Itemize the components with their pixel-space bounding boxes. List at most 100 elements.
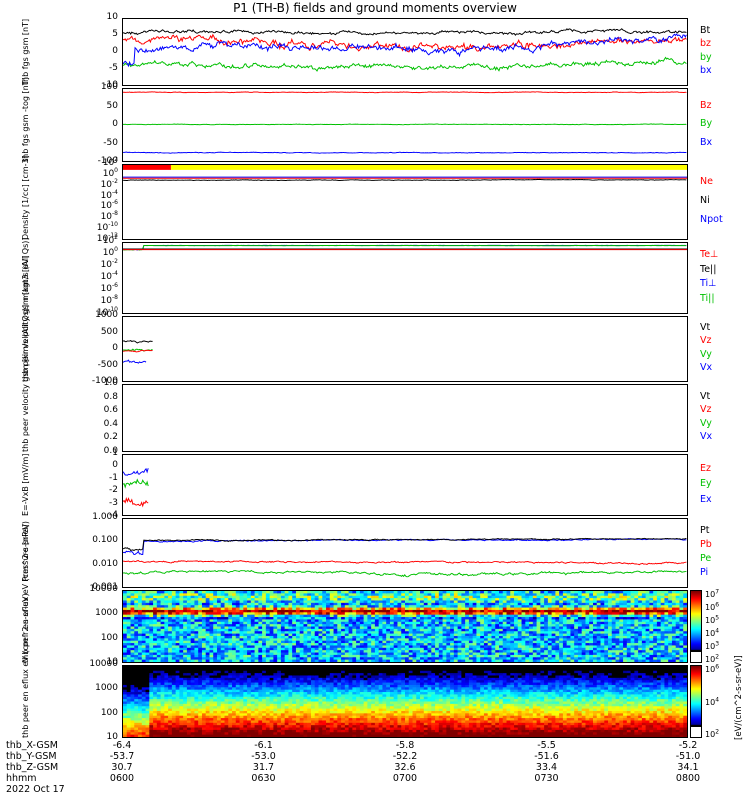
- spectrogram-cell: [498, 626, 504, 630]
- panel-peer-velocity[interactable]: [122, 384, 688, 452]
- spectrogram-cell: [318, 654, 323, 658]
- spectrogram-cell: [224, 640, 229, 644]
- panel-magt3[interactable]: [122, 242, 688, 314]
- spectrogram-cell: [540, 612, 545, 616]
- spectrogram-cell: [574, 591, 579, 594]
- spectrogram-cell: [205, 598, 211, 602]
- spectrogram-cell: [551, 617, 556, 620]
- spectrogram-cell: [322, 605, 327, 609]
- spectrogram-cell: [656, 593, 662, 597]
- spectrogram-cell: [465, 609, 470, 613]
- spectrogram-cell: [329, 605, 335, 609]
- spectrogram-cell: [318, 650, 323, 654]
- spectrogram-cell: [389, 654, 395, 658]
- spectrogram-cell: [141, 657, 147, 661]
- spectrogram-cell: [280, 593, 286, 597]
- panel-pressure[interactable]: [122, 518, 688, 588]
- spectrogram-cell: [138, 621, 143, 625]
- spectrogram-cell: [420, 626, 425, 630]
- spectrogram-cell: [679, 635, 684, 639]
- spectrogram-cell: [284, 614, 290, 618]
- spectrogram-cell: [562, 593, 568, 597]
- spectrogram-cell: [318, 607, 323, 611]
- panel-fgs-gsm-tog[interactable]: [122, 88, 688, 162]
- spectrogram-cell: [333, 643, 338, 647]
- spectrogram-cell: [416, 617, 421, 620]
- spectrogram-cell: [378, 593, 384, 597]
- spectrogram-cell: [668, 593, 673, 597]
- spectrogram-cell: [292, 593, 297, 597]
- spectrogram-cell: [156, 595, 162, 599]
- spectrogram-cell: [547, 643, 553, 647]
- spectrogram-cell: [356, 643, 361, 647]
- spectrogram-cell: [679, 659, 684, 662]
- spectrogram-cell: [220, 640, 226, 644]
- spectrogram-cell: [461, 602, 466, 606]
- spectrogram-cell: [288, 621, 293, 625]
- spectrogram-cell: [547, 612, 553, 616]
- spectrogram-cell: [671, 657, 677, 661]
- spectrogram-cell: [435, 650, 440, 654]
- spectrogram-cell: [536, 647, 541, 651]
- spectrogram-cell: [149, 626, 154, 630]
- spectrogram-cell: [130, 732, 135, 736]
- panel-peir-spectrogram[interactable]: [122, 590, 688, 663]
- spectrogram-cell: [638, 635, 643, 639]
- spectrogram-cell: [634, 638, 639, 642]
- spectrogram-cell: [589, 638, 594, 642]
- spectrogram-cell: [619, 609, 624, 613]
- panel-fgs-gsm[interactable]: [122, 18, 688, 86]
- spectrogram-cell: [134, 643, 139, 647]
- spectrogram-cell: [562, 650, 568, 654]
- panel-efield[interactable]: [122, 454, 688, 516]
- spectrogram-cell: [186, 659, 192, 662]
- spectrogram-cell: [382, 617, 387, 620]
- spectrogram-cell: [311, 645, 316, 649]
- spectrogram-cell: [239, 631, 244, 635]
- spectrogram-cell: [198, 650, 203, 654]
- panel-peer-spectrogram[interactable]: [122, 665, 688, 738]
- spectrogram-cell: [453, 609, 459, 613]
- spectrogram-cell: [359, 600, 365, 604]
- spectrogram-cell: [311, 643, 316, 647]
- spectrogram-cell: [190, 645, 196, 649]
- spectrogram-cell: [359, 605, 365, 609]
- spectrogram-cell: [292, 631, 297, 635]
- spectrogram-cell: [679, 638, 684, 642]
- spectrogram-cell: [213, 595, 218, 599]
- spectrogram-cell: [318, 633, 323, 637]
- spectrogram-cell: [498, 595, 504, 599]
- spectrogram-cell: [186, 635, 192, 639]
- spectrogram-cell: [273, 640, 278, 644]
- spectrogram-cell: [679, 600, 684, 604]
- spectrogram-cell: [472, 650, 478, 654]
- spectrogram-cell: [171, 645, 177, 649]
- spectrogram-cell: [438, 624, 444, 628]
- spectrogram-cell: [668, 607, 673, 611]
- spectrogram-cell: [555, 638, 560, 642]
- spectrogram-cell: [130, 673, 135, 677]
- panel-density[interactable]: [122, 164, 688, 240]
- spectrogram-cell: [442, 657, 447, 661]
- spectrogram-cell: [389, 647, 395, 651]
- spectrogram-cell: [374, 640, 380, 644]
- spectrogram-cell: [232, 647, 237, 651]
- panel-peir-velocity[interactable]: [122, 316, 688, 382]
- spectrogram-cell: [581, 614, 587, 618]
- spectrogram-cell: [232, 638, 237, 642]
- spectrogram-cell: [408, 614, 414, 618]
- spectrogram-cell: [664, 635, 669, 639]
- spectrogram-cell: [487, 595, 493, 599]
- spectrogram-cell: [123, 650, 128, 654]
- spectrogram-cell: [420, 617, 425, 620]
- spectrogram-cell: [141, 605, 147, 609]
- spectrogram-cell: [273, 624, 278, 628]
- spectrogram-cell: [314, 626, 320, 630]
- spectrogram-cell: [649, 614, 654, 618]
- spectrogram-cell: [258, 619, 263, 623]
- spectrogram-cell: [638, 638, 643, 642]
- spectrogram-cell: [269, 626, 274, 630]
- spectrogram-cell: [378, 617, 384, 620]
- spectrogram-cell: [141, 638, 147, 642]
- spectrogram-cell: [341, 600, 346, 604]
